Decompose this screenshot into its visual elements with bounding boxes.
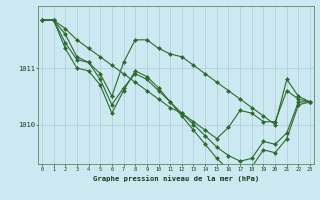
X-axis label: Graphe pression niveau de la mer (hPa): Graphe pression niveau de la mer (hPa) <box>93 175 259 182</box>
